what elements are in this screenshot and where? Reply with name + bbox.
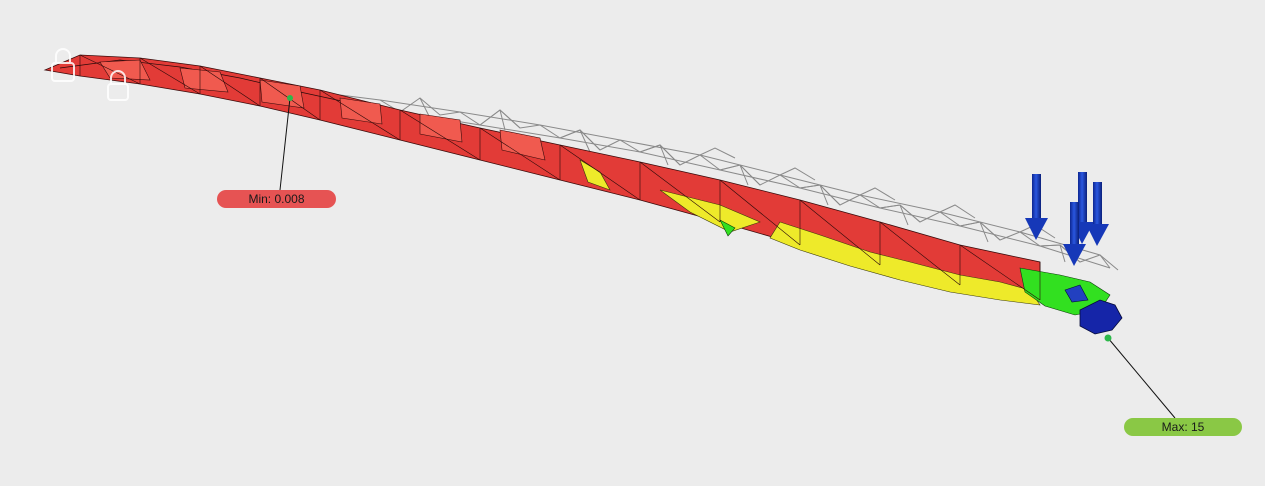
- min-value-label: Min: 0.008: [217, 190, 336, 208]
- down-arrow-icon: [1025, 174, 1048, 240]
- min-value-text: Min: 0.008: [248, 192, 305, 206]
- load-arrows: [1025, 172, 1109, 266]
- constraint-icon-group: [51, 48, 129, 101]
- down-arrow-icon: [1063, 202, 1086, 266]
- max-probe: [1104, 334, 1176, 419]
- down-arrow-icon: [1086, 182, 1109, 246]
- lock-icon: [107, 70, 129, 101]
- deformed-mesh: [43, 54, 1123, 335]
- max-value-label: Max: 15: [1124, 418, 1242, 436]
- lock-icon: [51, 48, 75, 82]
- max-value-text: Max: 15: [1161, 420, 1205, 434]
- min-probe: [279, 95, 293, 191]
